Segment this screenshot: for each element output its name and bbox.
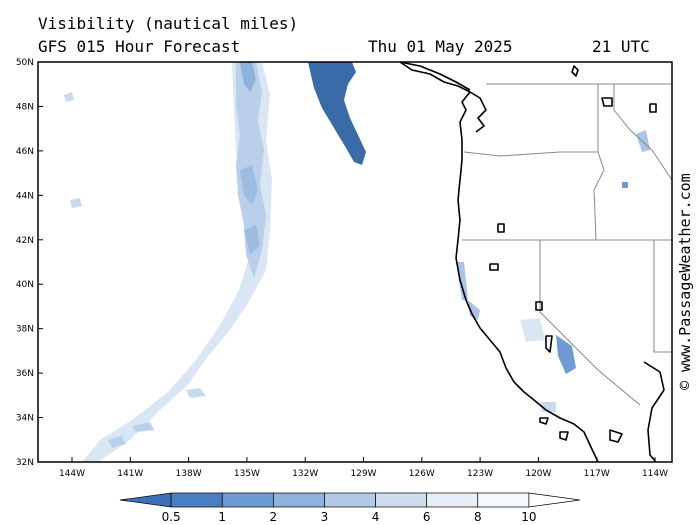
valid-date: Thu 01 May 2025 <box>368 37 513 56</box>
light-visibility-patch <box>132 422 154 432</box>
colorbar-segment <box>426 492 479 508</box>
pacific-coastline <box>399 61 599 463</box>
lon-label: 126W <box>409 469 435 479</box>
lat-label: 46N <box>16 147 34 157</box>
lat-label: 32N <box>16 458 34 468</box>
lon-label: 123W <box>467 469 493 479</box>
lat-label: 48N <box>16 102 34 112</box>
colorbar-segment <box>272 492 325 508</box>
light-visibility-patch <box>186 388 206 398</box>
dark-visibility-area <box>308 62 366 165</box>
lon-label: 117W <box>584 469 610 479</box>
lake <box>489 263 499 271</box>
light-visibility-patch <box>64 92 74 102</box>
lat-label: 38N <box>16 325 34 335</box>
colorbar-segment <box>375 492 428 508</box>
lon-label: 138W <box>176 469 202 479</box>
colorbar-segment <box>119 492 172 508</box>
colorbar-tick-label: 2 <box>270 510 278 524</box>
colorbar-segment <box>170 492 223 508</box>
light-visibility-patch <box>70 198 82 208</box>
baja-coast <box>609 429 623 443</box>
latitude-axis: 50N 48N 46N 44N 42N 40N 38N 36N 34N 32N <box>16 58 43 468</box>
gulf-coast <box>643 361 665 463</box>
lat-label: 36N <box>16 369 34 379</box>
valid-time: 21 UTC <box>592 37 650 56</box>
lon-label: 132W <box>292 469 318 479</box>
lat-label: 50N <box>16 58 34 68</box>
island <box>649 103 657 113</box>
colorbar-tick-label: 1 <box>218 510 226 524</box>
light-visibility-patch <box>636 130 650 152</box>
colorbar: 0.5 1 2 3 4 6 8 10 <box>119 492 581 524</box>
lon-label: 120W <box>525 469 551 479</box>
washington-oregon-border <box>463 151 598 157</box>
island <box>571 65 579 77</box>
colorbar-segment <box>477 492 530 508</box>
medium-visibility-patch <box>244 225 260 255</box>
map-frame <box>37 61 673 463</box>
lat-label: 34N <box>16 414 34 424</box>
lat-label: 44N <box>16 191 34 201</box>
lon-label: 135W <box>234 469 260 479</box>
map-subtitle: GFS 015 Hour Forecast <box>38 37 241 56</box>
lake <box>535 301 543 311</box>
colorbar-segment <box>528 492 581 508</box>
state-borders <box>462 83 673 406</box>
lake <box>497 223 505 233</box>
lake <box>545 335 553 353</box>
visibility-shading <box>64 62 650 462</box>
puget-sound-coast <box>469 91 487 133</box>
nevada-arizona-border <box>653 240 672 353</box>
colorbar-segment <box>324 492 376 508</box>
light-visibility-patch <box>622 182 628 188</box>
medium-visibility-patch <box>240 62 256 92</box>
light-visibility-patch <box>540 402 556 412</box>
colorbar-tick-label: 10 <box>521 510 536 524</box>
colorbar-tick-label: 6 <box>423 510 431 524</box>
colorbar-tick-label: 4 <box>372 510 380 524</box>
lat-label: 42N <box>16 236 34 246</box>
colorbar-tick-label: 8 <box>474 510 482 524</box>
colorbar-tick-label: 3 <box>321 510 329 524</box>
light-visibility-patch <box>108 436 126 448</box>
lon-label: 129W <box>350 469 376 479</box>
longitude-axis: 144W 141W 138W 135W 132W 129W 126W 123W 120W 117W… <box>59 457 668 479</box>
oregon-idaho-border <box>593 151 605 241</box>
map-title: Visibility (nautical miles) <box>38 14 299 33</box>
lon-label: 114W <box>642 469 668 479</box>
lat-label: 40N <box>16 280 34 290</box>
lon-label: 141W <box>117 469 143 479</box>
california-nevada-border <box>539 240 641 406</box>
vancouver-island-coast <box>399 61 471 91</box>
medium-visibility-patch <box>240 165 258 205</box>
channel-islands <box>539 417 569 441</box>
coastline <box>399 61 665 463</box>
medium-visibility-patch <box>556 335 576 374</box>
lon-label: 144W <box>59 469 85 479</box>
credit-text: © www.PassageWeather.com <box>676 173 694 390</box>
light-visibility-patch <box>468 300 480 320</box>
island <box>601 97 613 107</box>
light-visibility-patch <box>520 318 545 342</box>
colorbar-segment <box>221 492 274 508</box>
colorbar-tick-label: 0.5 <box>162 510 181 524</box>
idaho-montana-border <box>613 84 673 181</box>
